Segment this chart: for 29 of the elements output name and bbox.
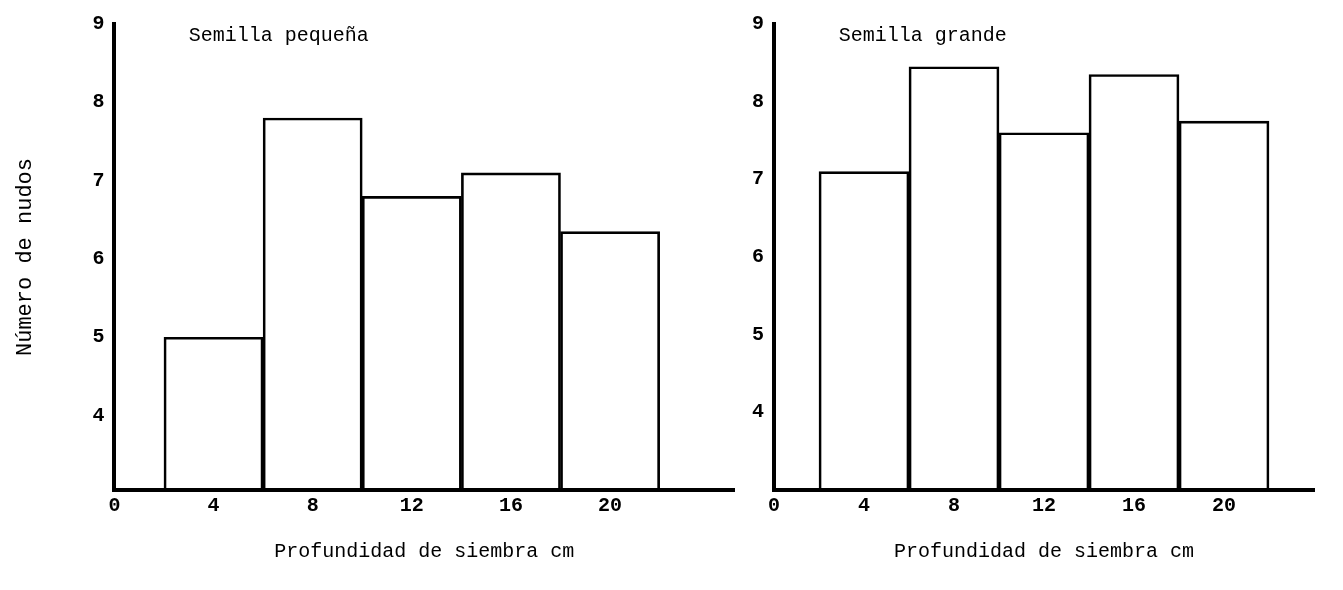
x-tick-label: 0: [108, 494, 121, 518]
x-tick-label: 4: [857, 494, 871, 518]
chart-title: Semilla grande: [838, 24, 1007, 48]
y-tick-label: 7: [92, 168, 105, 192]
x-tick-label: 0: [767, 494, 781, 518]
chart-title: Semilla pequeña: [188, 24, 369, 48]
y-tick-label: 9: [92, 12, 105, 36]
y-tick-label: 4: [92, 403, 105, 427]
y-tick-label: 5: [92, 325, 105, 349]
x-tick-label: 8: [947, 494, 961, 518]
y-tick-label: 9: [751, 12, 764, 36]
x-axis-title: Profundidad de siembra cm: [274, 540, 575, 564]
y-tick-label: 7: [751, 167, 764, 191]
x-tick-label: 8: [306, 494, 319, 518]
x-tick-label: 20: [1211, 494, 1237, 518]
x-tick-label: 20: [598, 494, 623, 518]
x-tick-label: 16: [1121, 494, 1147, 518]
y-tick-label: 8: [751, 89, 764, 113]
y-tick-label: 4: [751, 400, 764, 424]
x-tick-label: 12: [1031, 494, 1057, 518]
x-tick-label: 4: [207, 494, 220, 518]
y-tick-label: 6: [92, 246, 105, 270]
y-tick-label: 6: [751, 245, 764, 269]
y-tick-label: 8: [92, 90, 105, 114]
x-axis-title: Profundidad de siembra cm: [893, 540, 1195, 564]
x-tick-label: 12: [399, 494, 424, 518]
y-tick-label: 5: [751, 322, 764, 346]
y-axis-title: Número de nudos: [13, 157, 39, 357]
x-tick-label: 16: [498, 494, 523, 518]
